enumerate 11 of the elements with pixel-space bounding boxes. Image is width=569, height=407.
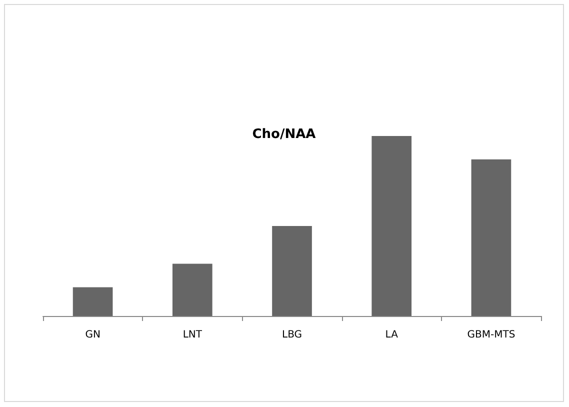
bar [272, 226, 312, 316]
x-tick-label: GBM-MTS [467, 330, 516, 340]
bar [372, 136, 412, 316]
x-tick-label: LBG [282, 330, 302, 340]
bar [172, 264, 212, 316]
x-tick-label: LA [385, 330, 398, 340]
bar [72, 287, 113, 316]
chart-title: Cho/NAA [252, 127, 316, 142]
bar [471, 159, 512, 316]
x-tick-label: LNT [182, 330, 203, 340]
x-tick-label: GN [85, 330, 100, 340]
